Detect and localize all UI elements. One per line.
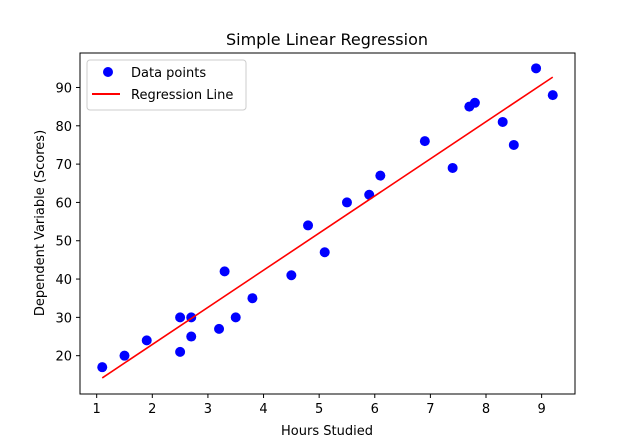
y-tick-label: 20 — [55, 350, 72, 365]
legend-marker-data-points — [103, 67, 113, 77]
x-axis-label: Hours Studied — [281, 424, 373, 439]
data-point — [141, 335, 152, 346]
plot-area — [97, 63, 558, 379]
y-tick-label: 50 — [55, 235, 72, 250]
data-point — [547, 90, 558, 101]
data-point — [319, 247, 330, 258]
x-tick-label: 5 — [315, 402, 323, 417]
legend-label-data-points: Data points — [131, 66, 206, 81]
x-axis: 1 2 3 4 5 6 7 8 9 — [93, 394, 546, 417]
chart-title: Simple Linear Regression — [226, 30, 428, 49]
x-tick-label: 8 — [482, 402, 490, 417]
data-point — [214, 323, 225, 334]
data-point — [119, 350, 130, 361]
data-point — [286, 270, 297, 281]
legend-label-regression-line: Regression Line — [131, 88, 233, 103]
data-point — [497, 116, 508, 127]
data-point — [447, 162, 458, 173]
legend: Data points Regression Line — [86, 59, 247, 111]
y-tick-label: 60 — [55, 196, 72, 211]
y-axis-label: Dependent Variable (Scores) — [33, 130, 48, 316]
y-tick-label: 80 — [55, 120, 72, 135]
data-point — [175, 346, 186, 357]
plot-frame — [79, 52, 576, 395]
data-point — [375, 170, 386, 181]
regression-line — [101, 76, 554, 379]
x-tick-label: 2 — [148, 402, 156, 417]
y-tick-label: 30 — [55, 311, 72, 326]
data-point — [508, 139, 519, 150]
y-tick-label: 70 — [55, 158, 72, 173]
x-tick-label: 6 — [371, 402, 379, 417]
data-point — [230, 312, 241, 323]
x-tick-label: 1 — [93, 402, 101, 417]
y-axis: 20 30 40 50 60 70 80 90 — [55, 81, 80, 365]
data-point — [247, 293, 258, 304]
x-tick-label: 9 — [537, 402, 545, 417]
x-tick-label: 4 — [259, 402, 267, 417]
data-point — [341, 197, 352, 208]
y-tick-label: 40 — [55, 273, 72, 288]
data-point — [303, 220, 314, 231]
data-point — [97, 362, 108, 373]
x-tick-label: 7 — [426, 402, 434, 417]
data-point — [219, 266, 230, 277]
data-point — [531, 63, 542, 74]
x-tick-label: 3 — [204, 402, 212, 417]
data-point — [469, 97, 480, 108]
data-point — [419, 136, 430, 147]
data-point — [175, 312, 186, 323]
y-tick-label: 90 — [55, 81, 72, 96]
data-point — [186, 331, 197, 342]
legend-box — [86, 59, 247, 111]
